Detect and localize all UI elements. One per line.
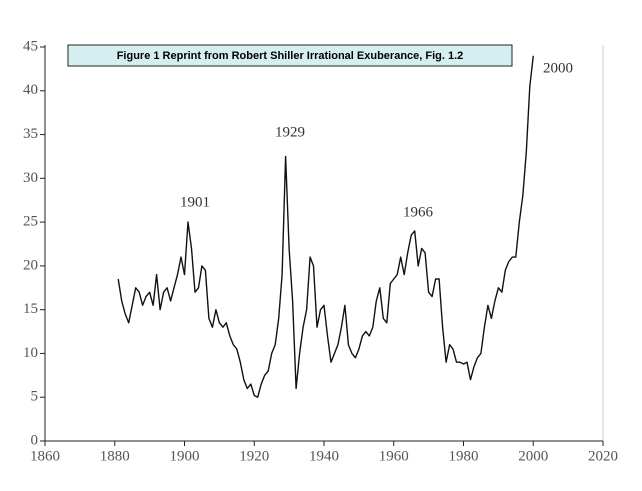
x-tick-label: 1960 bbox=[379, 448, 409, 464]
y-tick-label: 20 bbox=[23, 257, 38, 273]
y-tick-label: 30 bbox=[23, 170, 38, 186]
y-tick-label: 45 bbox=[23, 38, 38, 54]
x-tick-label: 1880 bbox=[100, 448, 130, 464]
y-tick-label: 10 bbox=[23, 345, 38, 361]
x-tick-label: 1860 bbox=[30, 448, 60, 464]
annotation: 1929 bbox=[275, 124, 305, 140]
x-tick-label: 1940 bbox=[309, 448, 339, 464]
y-tick-label: 35 bbox=[23, 126, 38, 142]
title-box bbox=[67, 44, 513, 67]
annotation: 2000 bbox=[543, 60, 573, 76]
y-tick-label: 5 bbox=[31, 389, 39, 405]
x-tick-label: 1920 bbox=[239, 448, 269, 464]
chart-title: Figure 1 Reprint from Robert Shiller Irr… bbox=[117, 50, 464, 62]
x-tick-label: 1980 bbox=[449, 448, 479, 464]
annotation: 1966 bbox=[403, 204, 434, 220]
annotation: 1901 bbox=[180, 194, 210, 210]
y-tick-label: 0 bbox=[31, 432, 39, 448]
x-tick-label: 2000 bbox=[518, 448, 548, 464]
y-tick-label: 25 bbox=[23, 214, 38, 230]
x-tick-label: 2020 bbox=[588, 448, 618, 464]
series-line bbox=[117, 55, 534, 398]
x-tick-label: 1900 bbox=[170, 448, 200, 464]
y-tick-label: 15 bbox=[23, 301, 38, 317]
y-tick-label: 40 bbox=[23, 82, 38, 98]
